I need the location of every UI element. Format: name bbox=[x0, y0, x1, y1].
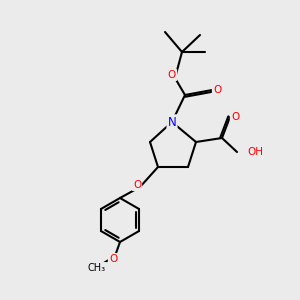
Text: O: O bbox=[168, 70, 176, 80]
Text: O: O bbox=[231, 112, 239, 122]
Text: CH₃: CH₃ bbox=[88, 263, 106, 273]
Text: O: O bbox=[213, 85, 221, 95]
Text: OH: OH bbox=[247, 147, 263, 157]
Text: O: O bbox=[109, 254, 117, 264]
Text: N: N bbox=[168, 116, 176, 128]
Text: O: O bbox=[133, 180, 141, 190]
